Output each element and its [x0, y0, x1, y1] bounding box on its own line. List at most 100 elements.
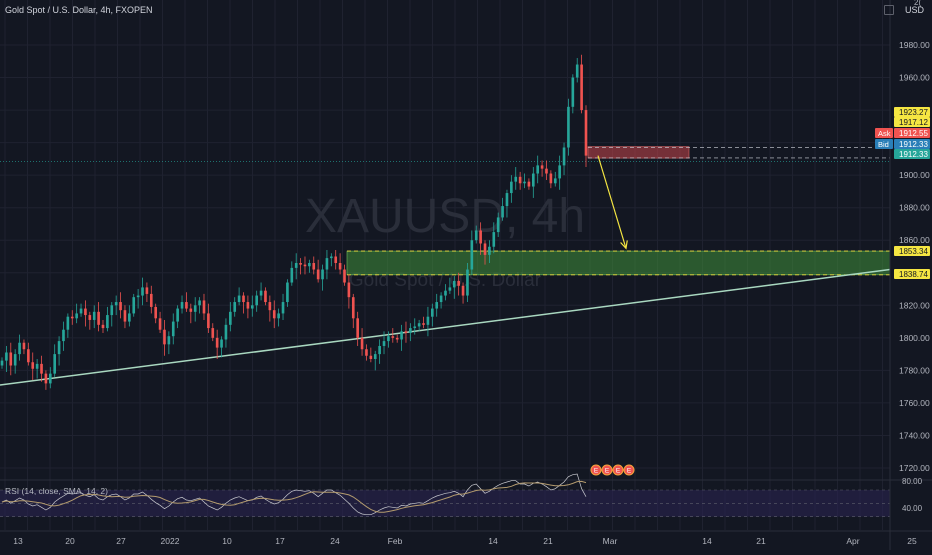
candle[interactable]: [264, 290, 267, 303]
candle[interactable]: [536, 165, 540, 174]
candle[interactable]: [457, 280, 460, 286]
candle[interactable]: [9, 352, 13, 366]
maximize-icon[interactable]: [884, 5, 894, 15]
candle[interactable]: [461, 285, 465, 296]
trendline[interactable]: [0, 268, 891, 386]
candle[interactable]: [193, 305, 197, 312]
candle[interactable]: [220, 339, 223, 348]
candle[interactable]: [79, 308, 83, 314]
candle[interactable]: [510, 181, 513, 194]
candle[interactable]: [13, 354, 17, 366]
candle[interactable]: [404, 331, 408, 333]
candle[interactable]: [395, 337, 399, 340]
candle[interactable]: [299, 263, 302, 265]
candle[interactable]: [84, 308, 87, 316]
candle[interactable]: [373, 354, 377, 359]
candle[interactable]: [553, 178, 557, 184]
candle[interactable]: [501, 206, 504, 218]
candle[interactable]: [531, 173, 535, 187]
candle[interactable]: [57, 341, 61, 355]
candle[interactable]: [246, 302, 250, 309]
candle[interactable]: [255, 295, 258, 306]
candle[interactable]: [75, 313, 78, 319]
candle[interactable]: [303, 264, 307, 267]
candle[interactable]: [474, 230, 478, 241]
candle[interactable]: [250, 305, 254, 309]
candle[interactable]: [400, 331, 403, 340]
candle[interactable]: [145, 287, 149, 294]
projection-arrow[interactable]: [597, 155, 628, 250]
candle[interactable]: [562, 147, 566, 166]
candle[interactable]: [505, 193, 509, 207]
candle[interactable]: [365, 349, 368, 356]
time-axis[interactable]: 13 20 27 2022 10 17 24 Feb 14 21 Mar 14 21 Apr 25: [0, 530, 932, 546]
candle[interactable]: [356, 318, 359, 338]
candle[interactable]: [514, 176, 518, 182]
candle[interactable]: [584, 110, 588, 156]
candle[interactable]: [88, 315, 92, 320]
candle[interactable]: [189, 308, 193, 312]
candle[interactable]: [452, 280, 456, 288]
candle[interactable]: [101, 324, 105, 329]
candle[interactable]: [321, 269, 324, 280]
candle[interactable]: [439, 295, 443, 303]
candle[interactable]: [351, 297, 355, 319]
candle[interactable]: [409, 328, 412, 333]
candle[interactable]: [62, 329, 65, 342]
candle[interactable]: [558, 165, 561, 179]
candle[interactable]: [545, 168, 548, 174]
candle[interactable]: [435, 302, 439, 309]
candle[interactable]: [571, 77, 575, 107]
candle[interactable]: [163, 329, 166, 345]
candle[interactable]: [106, 315, 109, 329]
candle[interactable]: [308, 263, 311, 267]
candle[interactable]: [158, 318, 162, 330]
candle[interactable]: [334, 256, 338, 264]
candle[interactable]: [141, 287, 144, 296]
candle[interactable]: [527, 181, 531, 187]
candle[interactable]: [0, 360, 4, 366]
candle[interactable]: [40, 363, 43, 374]
candle[interactable]: [330, 256, 333, 259]
rsi-line[interactable]: [1, 473, 587, 516]
candle[interactable]: [180, 302, 184, 309]
candle[interactable]: [470, 240, 474, 270]
candle[interactable]: [185, 302, 188, 309]
candle[interactable]: [18, 342, 21, 355]
candle[interactable]: [92, 311, 96, 320]
candle[interactable]: [35, 363, 39, 369]
event-badge[interactable]: [601, 464, 613, 476]
candle[interactable]: [448, 287, 452, 291]
candle[interactable]: [149, 293, 153, 307]
candle[interactable]: [53, 354, 57, 374]
candle[interactable]: [369, 355, 373, 359]
candle[interactable]: [430, 308, 434, 317]
candle[interactable]: [167, 336, 171, 345]
candle[interactable]: [426, 316, 430, 325]
candle[interactable]: [229, 311, 232, 325]
candle[interactable]: [136, 295, 140, 298]
event-badge[interactable]: [590, 464, 602, 476]
candle[interactable]: [128, 313, 131, 322]
candle[interactable]: [97, 311, 100, 325]
candle[interactable]: [294, 263, 298, 268]
currency-label[interactable]: USD: [905, 5, 925, 15]
candle[interactable]: [207, 313, 210, 329]
candle[interactable]: [549, 173, 553, 184]
candle[interactable]: [48, 373, 52, 384]
candle[interactable]: [286, 282, 289, 303]
candle[interactable]: [387, 336, 390, 342]
candle[interactable]: [114, 302, 118, 306]
candle[interactable]: [132, 297, 136, 314]
candle[interactable]: [277, 313, 280, 319]
projection-arrow-line[interactable]: [597, 155, 627, 249]
candle[interactable]: [492, 232, 496, 247]
candle[interactable]: [233, 302, 237, 312]
candle[interactable]: [176, 308, 179, 322]
candle[interactable]: [391, 336, 395, 338]
candle[interactable]: [422, 323, 425, 325]
candle[interactable]: [22, 342, 26, 350]
trendline-group[interactable]: [0, 268, 891, 386]
candle[interactable]: [215, 337, 219, 348]
